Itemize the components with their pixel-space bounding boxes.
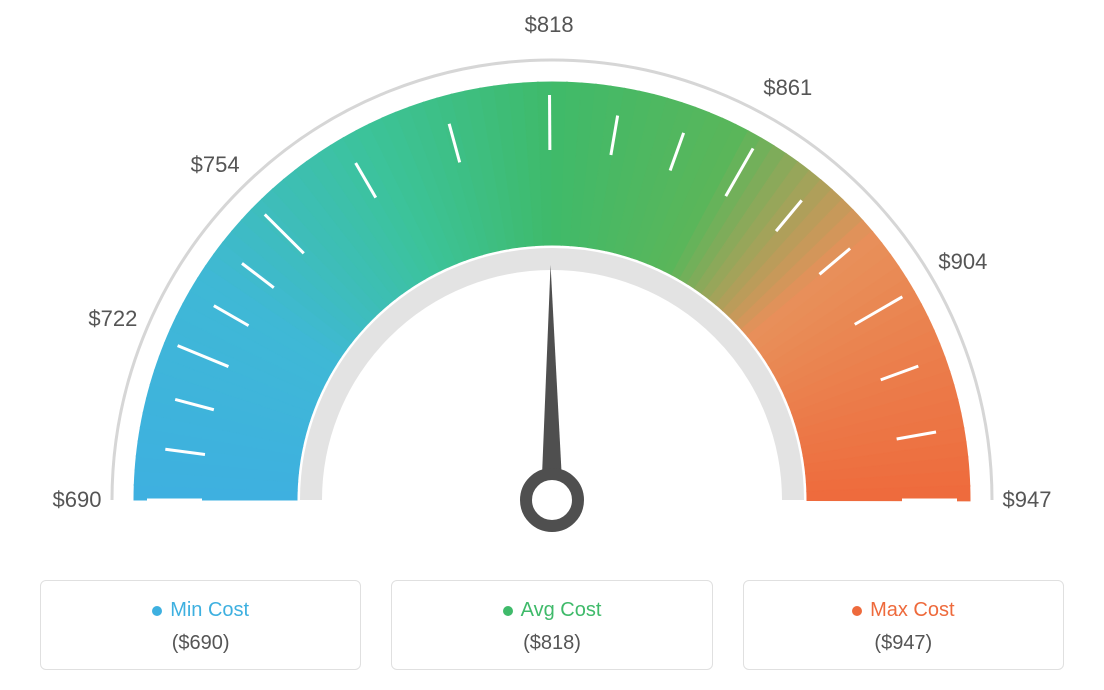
legend-value: ($690) — [51, 632, 350, 655]
gauge-tick-label: $818 — [525, 12, 574, 38]
legend-value: ($818) — [402, 632, 701, 655]
dot-icon — [852, 606, 862, 616]
dot-icon — [152, 606, 162, 616]
gauge-tick-label: $904 — [938, 249, 987, 275]
dot-icon — [503, 606, 513, 616]
legend-card-min: Min Cost ($690) — [40, 580, 361, 670]
gauge-svg — [0, 0, 1104, 560]
gauge-tick-label: $754 — [191, 152, 240, 178]
legend-label: Max Cost — [870, 599, 954, 622]
legend-label: Avg Cost — [521, 599, 602, 622]
legend-row: Min Cost ($690) Avg Cost ($818) Max Cost… — [40, 580, 1064, 670]
gauge-tick-label: $947 — [1003, 487, 1052, 513]
gauge-tick-label: $861 — [763, 75, 812, 101]
legend-label-row: Min Cost — [51, 599, 350, 622]
legend-card-avg: Avg Cost ($818) — [391, 580, 712, 670]
legend-label-row: Max Cost — [754, 599, 1053, 622]
legend-label-row: Avg Cost — [402, 599, 701, 622]
legend-card-max: Max Cost ($947) — [743, 580, 1064, 670]
legend-label: Min Cost — [170, 599, 249, 622]
gauge-chart: $690 $722 $754 $818 $861 $904 $947 — [0, 0, 1104, 560]
cost-gauge-container: $690 $722 $754 $818 $861 $904 $947 Min Cost ($… — [0, 0, 1104, 690]
gauge-tick-label: $722 — [88, 306, 137, 332]
gauge-tick-label: $690 — [53, 487, 102, 513]
legend-value: ($947) — [754, 632, 1053, 655]
